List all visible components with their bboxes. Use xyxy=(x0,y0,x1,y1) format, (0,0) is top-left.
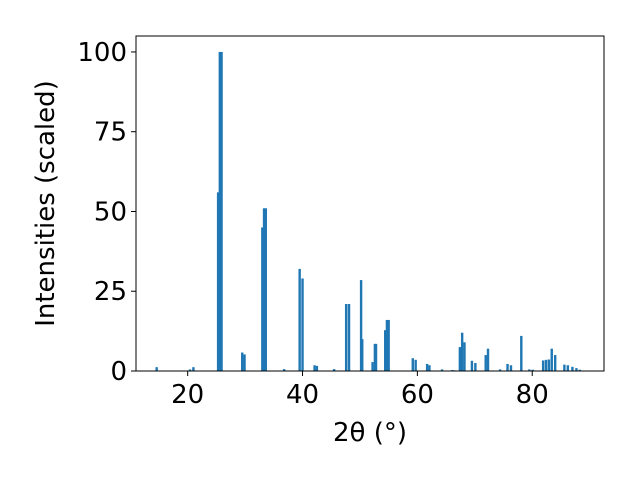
bar xyxy=(550,348,553,371)
bar xyxy=(301,278,304,371)
y-tick-label: 25 xyxy=(94,277,127,307)
bar xyxy=(282,369,286,371)
bar xyxy=(460,332,464,371)
x-axis-ticks: 20 40 60 80 xyxy=(171,371,549,410)
bar xyxy=(474,363,477,371)
bar xyxy=(243,354,246,371)
x-axis-label: 2θ (°) xyxy=(333,418,407,448)
bar xyxy=(440,369,444,371)
y-tick-label: 100 xyxy=(77,38,127,68)
bar xyxy=(463,342,466,371)
bar xyxy=(544,359,548,371)
bar xyxy=(315,365,319,371)
bar xyxy=(155,367,158,371)
bar xyxy=(359,280,363,371)
bar xyxy=(414,359,417,371)
bar xyxy=(520,335,523,371)
bar xyxy=(220,51,223,371)
bar xyxy=(528,369,531,371)
bar xyxy=(428,365,431,371)
bar xyxy=(541,360,545,371)
x-tick-label: 80 xyxy=(516,380,549,410)
bar xyxy=(241,352,244,371)
y-tick-label: 0 xyxy=(110,357,127,387)
bar xyxy=(425,363,429,371)
bar xyxy=(575,368,578,371)
bar xyxy=(498,369,502,371)
plot-frame xyxy=(135,35,605,372)
bar xyxy=(547,359,551,371)
bar xyxy=(470,360,474,371)
bar xyxy=(506,363,509,371)
bar xyxy=(188,369,192,371)
y-tick-label: 50 xyxy=(94,197,127,227)
bar xyxy=(553,355,557,371)
bar xyxy=(484,355,487,371)
bar xyxy=(458,347,462,371)
bar xyxy=(486,348,490,371)
bar xyxy=(264,208,267,371)
bar xyxy=(218,51,222,371)
y-axis-ticks: 0 25 50 75 100 xyxy=(77,38,136,387)
bar xyxy=(332,369,336,371)
bar xyxy=(411,358,414,371)
bar xyxy=(262,208,266,371)
bar xyxy=(509,365,513,371)
bars-group xyxy=(155,51,582,371)
bar xyxy=(313,365,316,371)
x-tick-label: 40 xyxy=(286,380,319,410)
bar xyxy=(361,339,364,371)
bar xyxy=(261,227,264,371)
y-axis-label: Intensities (scaled) xyxy=(31,80,61,327)
bar xyxy=(344,304,348,371)
bar xyxy=(374,343,378,371)
bar xyxy=(387,319,390,371)
y-tick-label: 75 xyxy=(94,118,127,148)
bar xyxy=(384,330,387,371)
bar xyxy=(531,369,534,371)
bar xyxy=(385,319,389,371)
bar xyxy=(578,369,582,371)
x-tick-label: 60 xyxy=(401,380,434,410)
bar xyxy=(216,192,220,371)
bar xyxy=(571,366,574,371)
bar xyxy=(566,365,570,371)
x-tick-label: 20 xyxy=(171,380,204,410)
bar xyxy=(371,362,374,371)
bar xyxy=(563,364,566,371)
bar xyxy=(347,304,351,371)
bar xyxy=(298,268,301,371)
bar xyxy=(192,367,195,371)
